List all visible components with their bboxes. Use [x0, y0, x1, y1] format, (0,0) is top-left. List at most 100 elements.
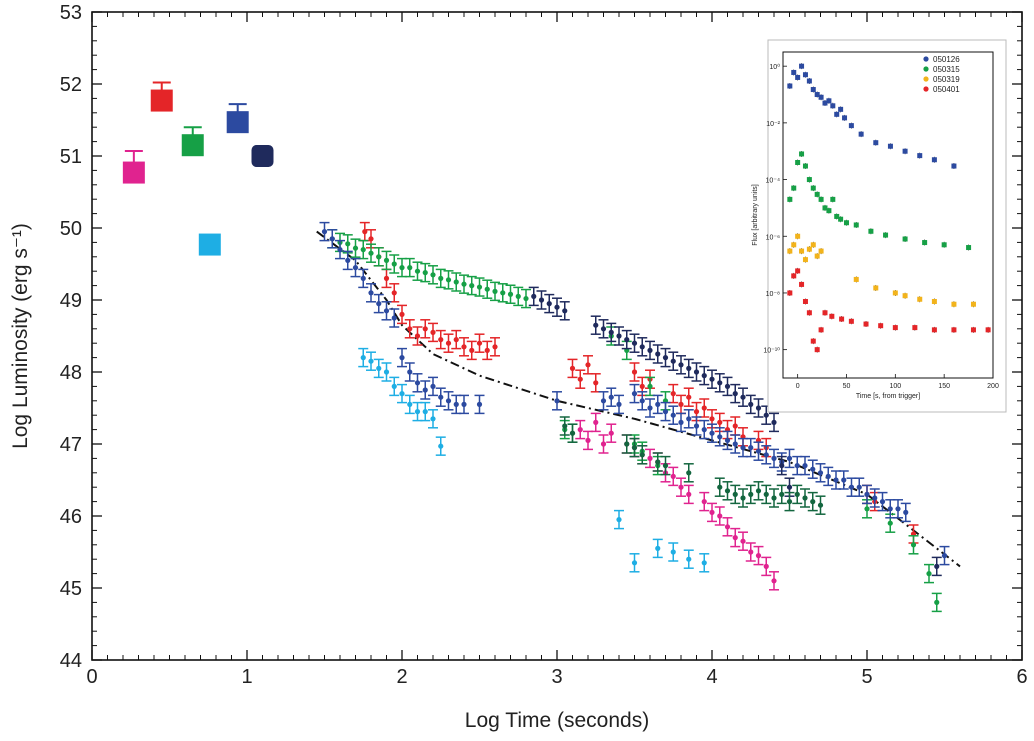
data-point — [763, 452, 769, 458]
data-point — [903, 509, 909, 515]
inset-data-point — [795, 268, 801, 274]
data-point — [740, 394, 746, 400]
data-point — [686, 365, 692, 371]
data-point — [631, 369, 638, 375]
y-tick-label: 52 — [60, 74, 82, 96]
early-point — [181, 134, 204, 157]
inset-data-point — [858, 131, 864, 137]
data-point — [701, 560, 707, 566]
data-point — [662, 355, 669, 361]
data-point — [414, 333, 421, 339]
inset-data-point — [951, 163, 957, 169]
data-point — [771, 578, 777, 584]
data-point — [329, 236, 335, 242]
data-point — [717, 484, 723, 490]
data-point — [600, 326, 607, 332]
early-point — [122, 161, 145, 184]
data-point — [484, 286, 490, 292]
inset-data-point — [838, 216, 844, 222]
inset-data-point — [795, 159, 801, 165]
data-point — [732, 391, 738, 397]
data-point — [562, 308, 568, 314]
data-point — [732, 491, 738, 497]
inset-data-point — [917, 296, 923, 302]
data-point — [670, 412, 676, 418]
data-point — [469, 347, 475, 353]
data-point — [376, 254, 382, 260]
inset-data-point — [791, 273, 797, 279]
data-point — [732, 423, 738, 429]
data-point — [647, 383, 653, 389]
data-point — [709, 376, 715, 382]
data-point — [368, 250, 374, 256]
inset-series-050315 — [787, 150, 972, 251]
inset-background — [767, 39, 1007, 413]
data-point — [430, 272, 436, 278]
data-point — [383, 369, 390, 375]
data-point — [391, 315, 397, 321]
data-point — [399, 391, 405, 397]
data-point — [577, 376, 583, 382]
data-point — [864, 506, 870, 512]
data-point — [399, 355, 405, 361]
data-point — [531, 293, 537, 299]
inset-data-point — [787, 83, 793, 89]
data-point — [608, 430, 614, 436]
inset-data-point — [842, 115, 848, 121]
data-point — [484, 347, 490, 353]
inset-y-tick-label: 10⁻⁶ — [766, 234, 780, 241]
data-point — [492, 344, 498, 350]
inset-data-point — [818, 196, 824, 202]
data-point — [608, 329, 614, 335]
inset-data-point — [892, 325, 898, 331]
inset-data-point — [970, 327, 976, 333]
inset-data-point — [878, 323, 884, 329]
data-point — [686, 491, 692, 497]
data-point — [724, 383, 731, 389]
early-point — [251, 145, 274, 167]
inset-x-tick-label: 0 — [796, 383, 800, 390]
data-point — [717, 380, 723, 386]
series-cyan — [198, 233, 710, 573]
inset-data-point — [868, 228, 874, 234]
data-point — [453, 279, 459, 285]
data-point — [414, 268, 421, 274]
data-point — [755, 405, 762, 411]
early-point — [150, 89, 173, 112]
data-point — [941, 553, 948, 559]
data-point — [515, 293, 521, 299]
data-point — [740, 538, 746, 544]
data-point — [693, 423, 700, 429]
data-point — [887, 506, 893, 512]
data-point — [678, 362, 684, 368]
data-point — [453, 401, 459, 407]
data-point — [399, 311, 405, 317]
data-point — [701, 499, 707, 505]
data-point — [678, 419, 684, 425]
data-point — [841, 477, 847, 483]
data-point — [383, 308, 390, 314]
inset-data-point — [966, 245, 972, 251]
inset-y-tick-label: 10⁻² — [766, 121, 780, 128]
data-point — [802, 495, 808, 501]
data-point — [678, 401, 684, 407]
inset-data-point — [834, 213, 840, 219]
data-point — [771, 495, 777, 501]
inset-data-point — [822, 310, 828, 316]
data-point — [352, 245, 359, 251]
x-tick-label: 2 — [396, 666, 407, 688]
y-tick-label: 53 — [60, 2, 82, 24]
data-point — [833, 477, 839, 483]
data-point — [678, 484, 684, 490]
data-point — [383, 275, 390, 281]
inset-y-tick-label: 10⁰ — [769, 63, 780, 71]
y-tick-label: 49 — [60, 290, 82, 312]
data-point — [554, 304, 560, 310]
data-point — [717, 434, 723, 440]
series-blue — [226, 103, 950, 566]
y-tick-label: 50 — [60, 218, 82, 240]
data-point — [476, 401, 483, 407]
inset-data-point — [802, 163, 808, 169]
data-point — [453, 337, 459, 343]
